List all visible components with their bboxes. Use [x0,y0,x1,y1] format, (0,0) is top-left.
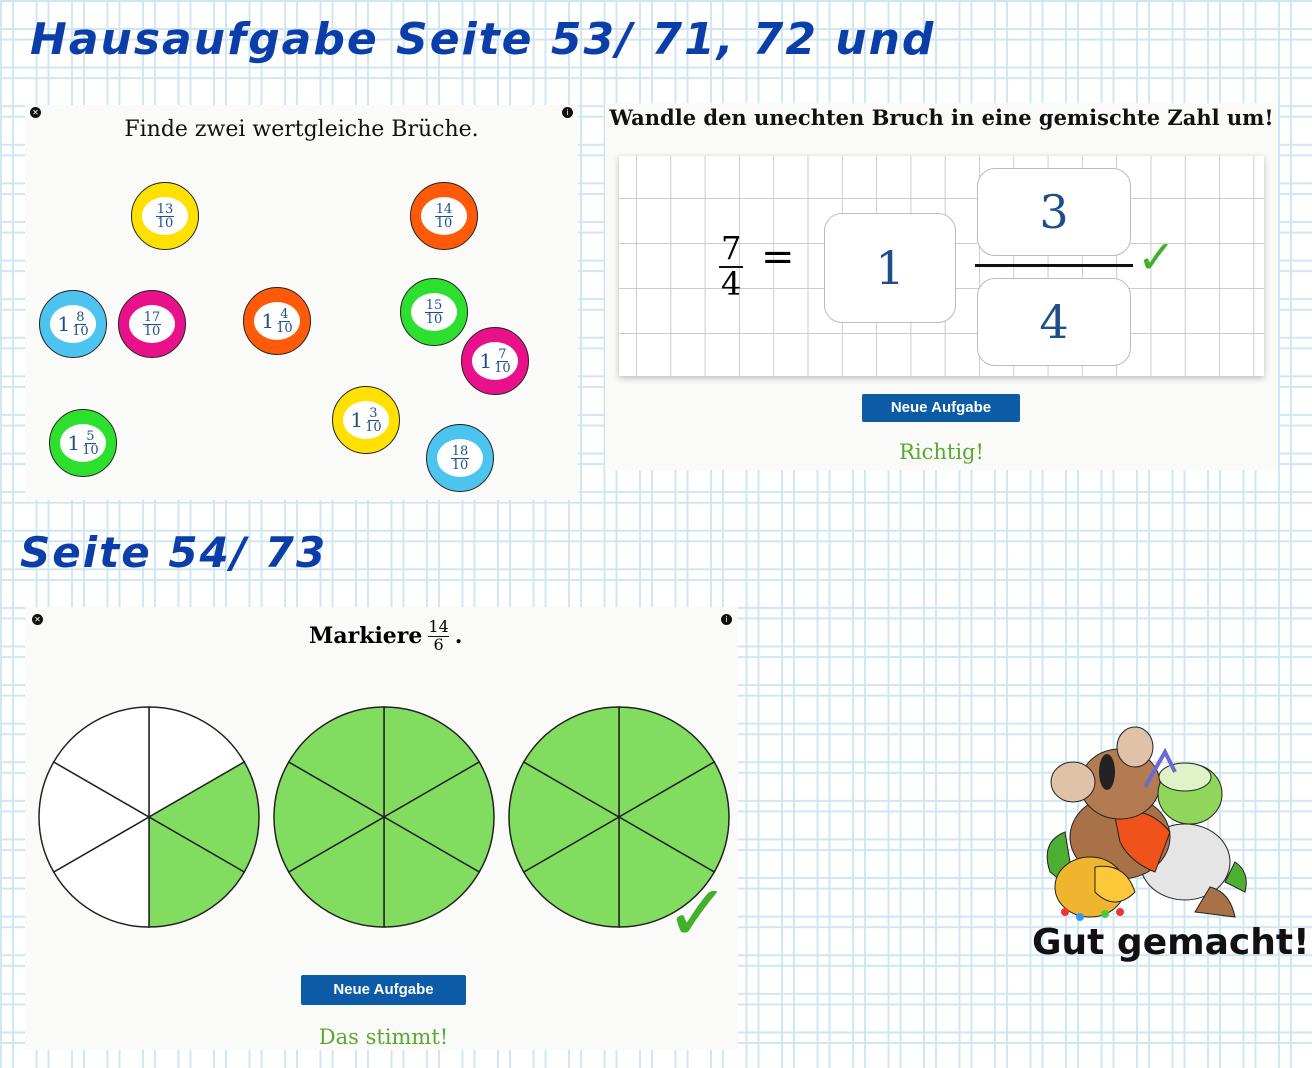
whole: 1 [67,431,81,455]
fraction-bar [975,264,1133,267]
close-icon[interactable]: ✕ [32,614,43,625]
fraction: 18 10 [450,443,470,473]
fraction: 8 10 [72,309,89,339]
denominator-input[interactable]: 4 [977,278,1131,366]
fraction: 14 10 [434,201,454,231]
task-title: Wandle den unechten Bruch in eine gemisc… [609,105,1274,130]
fraction: 15 10 [424,297,444,327]
pie-sector-empty[interactable] [148,706,246,819]
equals-sign: = [761,234,795,280]
fraction: 17 10 [142,309,162,339]
info-icon[interactable]: i [562,107,573,118]
pie-sector-filled[interactable] [147,760,260,874]
koala-illustration [1046,726,1247,921]
reward-text: Gut gemacht! [1032,922,1310,963]
pie-sector-filled[interactable] [383,815,481,928]
given-fraction: 7 4 [719,229,744,303]
whole: 1 [57,312,71,336]
fraction: 4 10 [276,306,293,336]
fraction: 5 10 [82,428,99,458]
whole-input[interactable]: 1 [824,213,956,323]
pie-sector-filled[interactable] [617,760,730,874]
task-title: Finde zwei wertgleiche Brüche. [124,117,479,142]
fraction-pies [38,706,730,928]
fraction: 7 10 [494,346,511,376]
new-task-button[interactable]: Neue Aufgabe [862,394,1020,422]
task-mark-fraction: ✕ i Markiere 14 6 . ✓ Neue Aufgabe Das s… [25,607,738,1050]
fraction: 13 10 [155,201,175,231]
numerator-input[interactable]: 3 [977,168,1131,256]
pie-sector-filled[interactable] [522,706,620,819]
feedback-text: Das stimmt! [318,1025,449,1049]
whole: 1 [479,349,493,373]
fraction: 3 10 [365,405,382,435]
new-task-button[interactable]: Neue Aufgabe [301,975,466,1005]
pie-sector-filled[interactable] [508,760,621,874]
pie-3 [508,706,730,928]
pie-sector-empty[interactable] [52,815,150,928]
task-title: Markiere 14 6 . [309,617,463,654]
pie-sector-filled[interactable] [148,815,246,928]
feedback-text: Richtig! [899,440,984,464]
pie-sector-filled[interactable] [287,706,385,819]
pie-sector-filled[interactable] [618,706,716,819]
heading-homework: Hausaufgabe Seite 53/ 71, 72 und [30,14,936,65]
pie-sector-filled[interactable] [383,706,481,819]
pie-sector-filled[interactable] [287,815,385,928]
pie-2 [273,706,495,928]
pie-sector-empty[interactable] [38,760,151,874]
answer-area: 7 4 = 1 3 4 ✓ [619,156,1264,376]
checkmark-icon: ✓ [665,869,731,959]
info-icon[interactable]: i [721,614,732,625]
checkmark-icon: ✓ [1137,230,1176,284]
close-icon[interactable]: ✕ [30,107,41,118]
task-find-equivalent-fractions: ✕ i Finde zwei wertgleiche Brüche. 13 10 1… [25,105,578,500]
heading-page-54: Seite 54/ 73 [20,528,328,577]
whole: 1 [261,309,275,333]
pie-sector-filled[interactable] [382,760,495,874]
pie-sector-filled[interactable] [522,815,620,928]
pie-sector-empty[interactable] [52,706,150,819]
pie-sector-filled[interactable] [273,760,386,874]
whole: 1 [350,408,364,432]
pie-sector-filled[interactable] [618,815,716,928]
pie-1 [38,706,260,928]
task-mixed-number: Wandle den unechten Bruch in eine gemisc… [605,103,1278,470]
